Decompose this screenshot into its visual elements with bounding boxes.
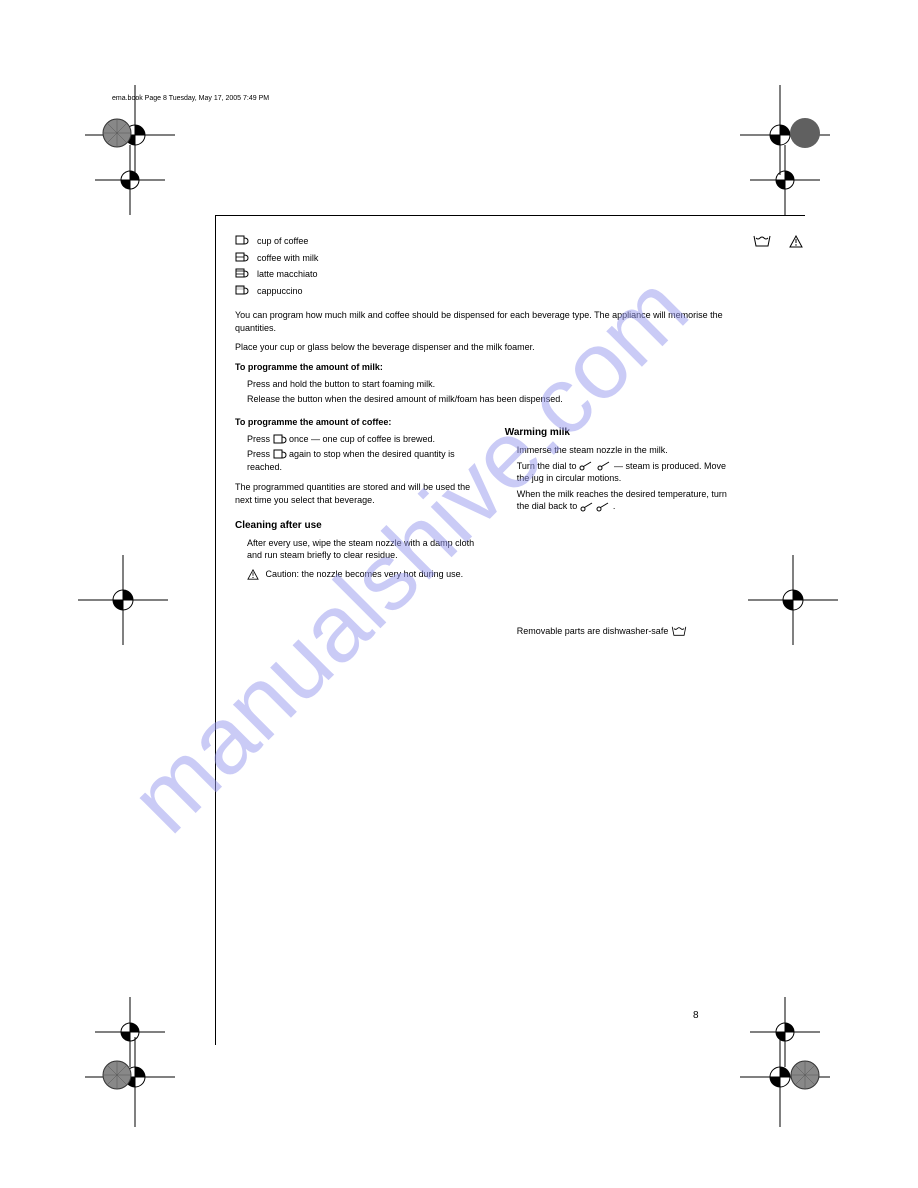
instruction-heading: To programme the amount of coffee: — [235, 416, 477, 429]
step: Immerse the steam nozzle in the milk. — [505, 444, 735, 457]
section-heading: Cleaning after use — [235, 519, 477, 533]
reg-dot-icon — [102, 118, 132, 148]
cup-icon — [235, 252, 249, 263]
step: Release the button when the desired amou… — [235, 393, 735, 406]
beverage-label: coffee with milk — [257, 252, 318, 265]
top-right-icons — [753, 235, 803, 248]
beverage-label: cappuccino — [257, 285, 303, 298]
paragraph: After every use, wipe the steam nozzle w… — [235, 537, 477, 562]
steam-icon — [596, 502, 610, 512]
paragraph: Place your cup or glass below the bevera… — [235, 341, 735, 354]
step: Press once — one cup of coffee is brewed… — [235, 433, 477, 446]
step: Turn the dial to — steam is produced. Mo… — [505, 460, 735, 485]
note: The programmed quantities are stored and… — [235, 481, 477, 506]
cup-icon — [235, 285, 249, 296]
reg-dot-icon — [102, 1060, 132, 1090]
wash-icon — [753, 235, 771, 248]
beverage-label: latte macchiato — [257, 268, 318, 281]
content-area: cup of coffee coffee with milk latte mac… — [235, 235, 735, 638]
warning-icon — [789, 235, 803, 248]
step: When the milk reaches the desired temper… — [505, 488, 735, 513]
beverage-row: cup of coffee — [235, 235, 735, 248]
reg-dot-icon — [790, 1060, 820, 1090]
reg-mark-icon — [750, 145, 820, 215]
warning-icon — [247, 569, 259, 580]
wash-icon — [671, 626, 687, 637]
steam-icon — [580, 502, 594, 512]
cup-icon — [235, 268, 249, 279]
cup-icon — [235, 235, 249, 246]
wash-line: Removable parts are dishwasher-safe — [505, 625, 735, 638]
beverage-row: coffee with milk — [235, 252, 735, 265]
reg-mark-icon — [748, 555, 838, 645]
cup-icon — [273, 434, 287, 445]
steam-icon — [579, 461, 593, 471]
step: Press and hold the button to start foami… — [235, 378, 735, 391]
warning-line: Caution: the nozzle becomes very hot dur… — [235, 568, 477, 581]
beverage-label: cup of coffee — [257, 235, 308, 248]
paragraph: You can program how much milk and coffee… — [235, 309, 735, 334]
steam-icon — [597, 461, 611, 471]
beverage-row: latte macchiato — [235, 268, 735, 281]
reg-mark-icon — [78, 555, 168, 645]
file-header: ema.book Page 8 Tuesday, May 17, 2005 7:… — [112, 95, 798, 102]
page-number: 8 — [693, 1010, 699, 1021]
step: Press again to stop when the desired qua… — [235, 448, 477, 473]
section-heading: Warming milk — [505, 426, 735, 440]
reg-mark-icon — [95, 145, 165, 215]
instruction-heading: To programme the amount of milk: — [235, 361, 735, 374]
reg-dot-icon — [790, 118, 820, 148]
beverage-row: cappuccino — [235, 285, 735, 298]
cup-icon — [273, 449, 287, 460]
